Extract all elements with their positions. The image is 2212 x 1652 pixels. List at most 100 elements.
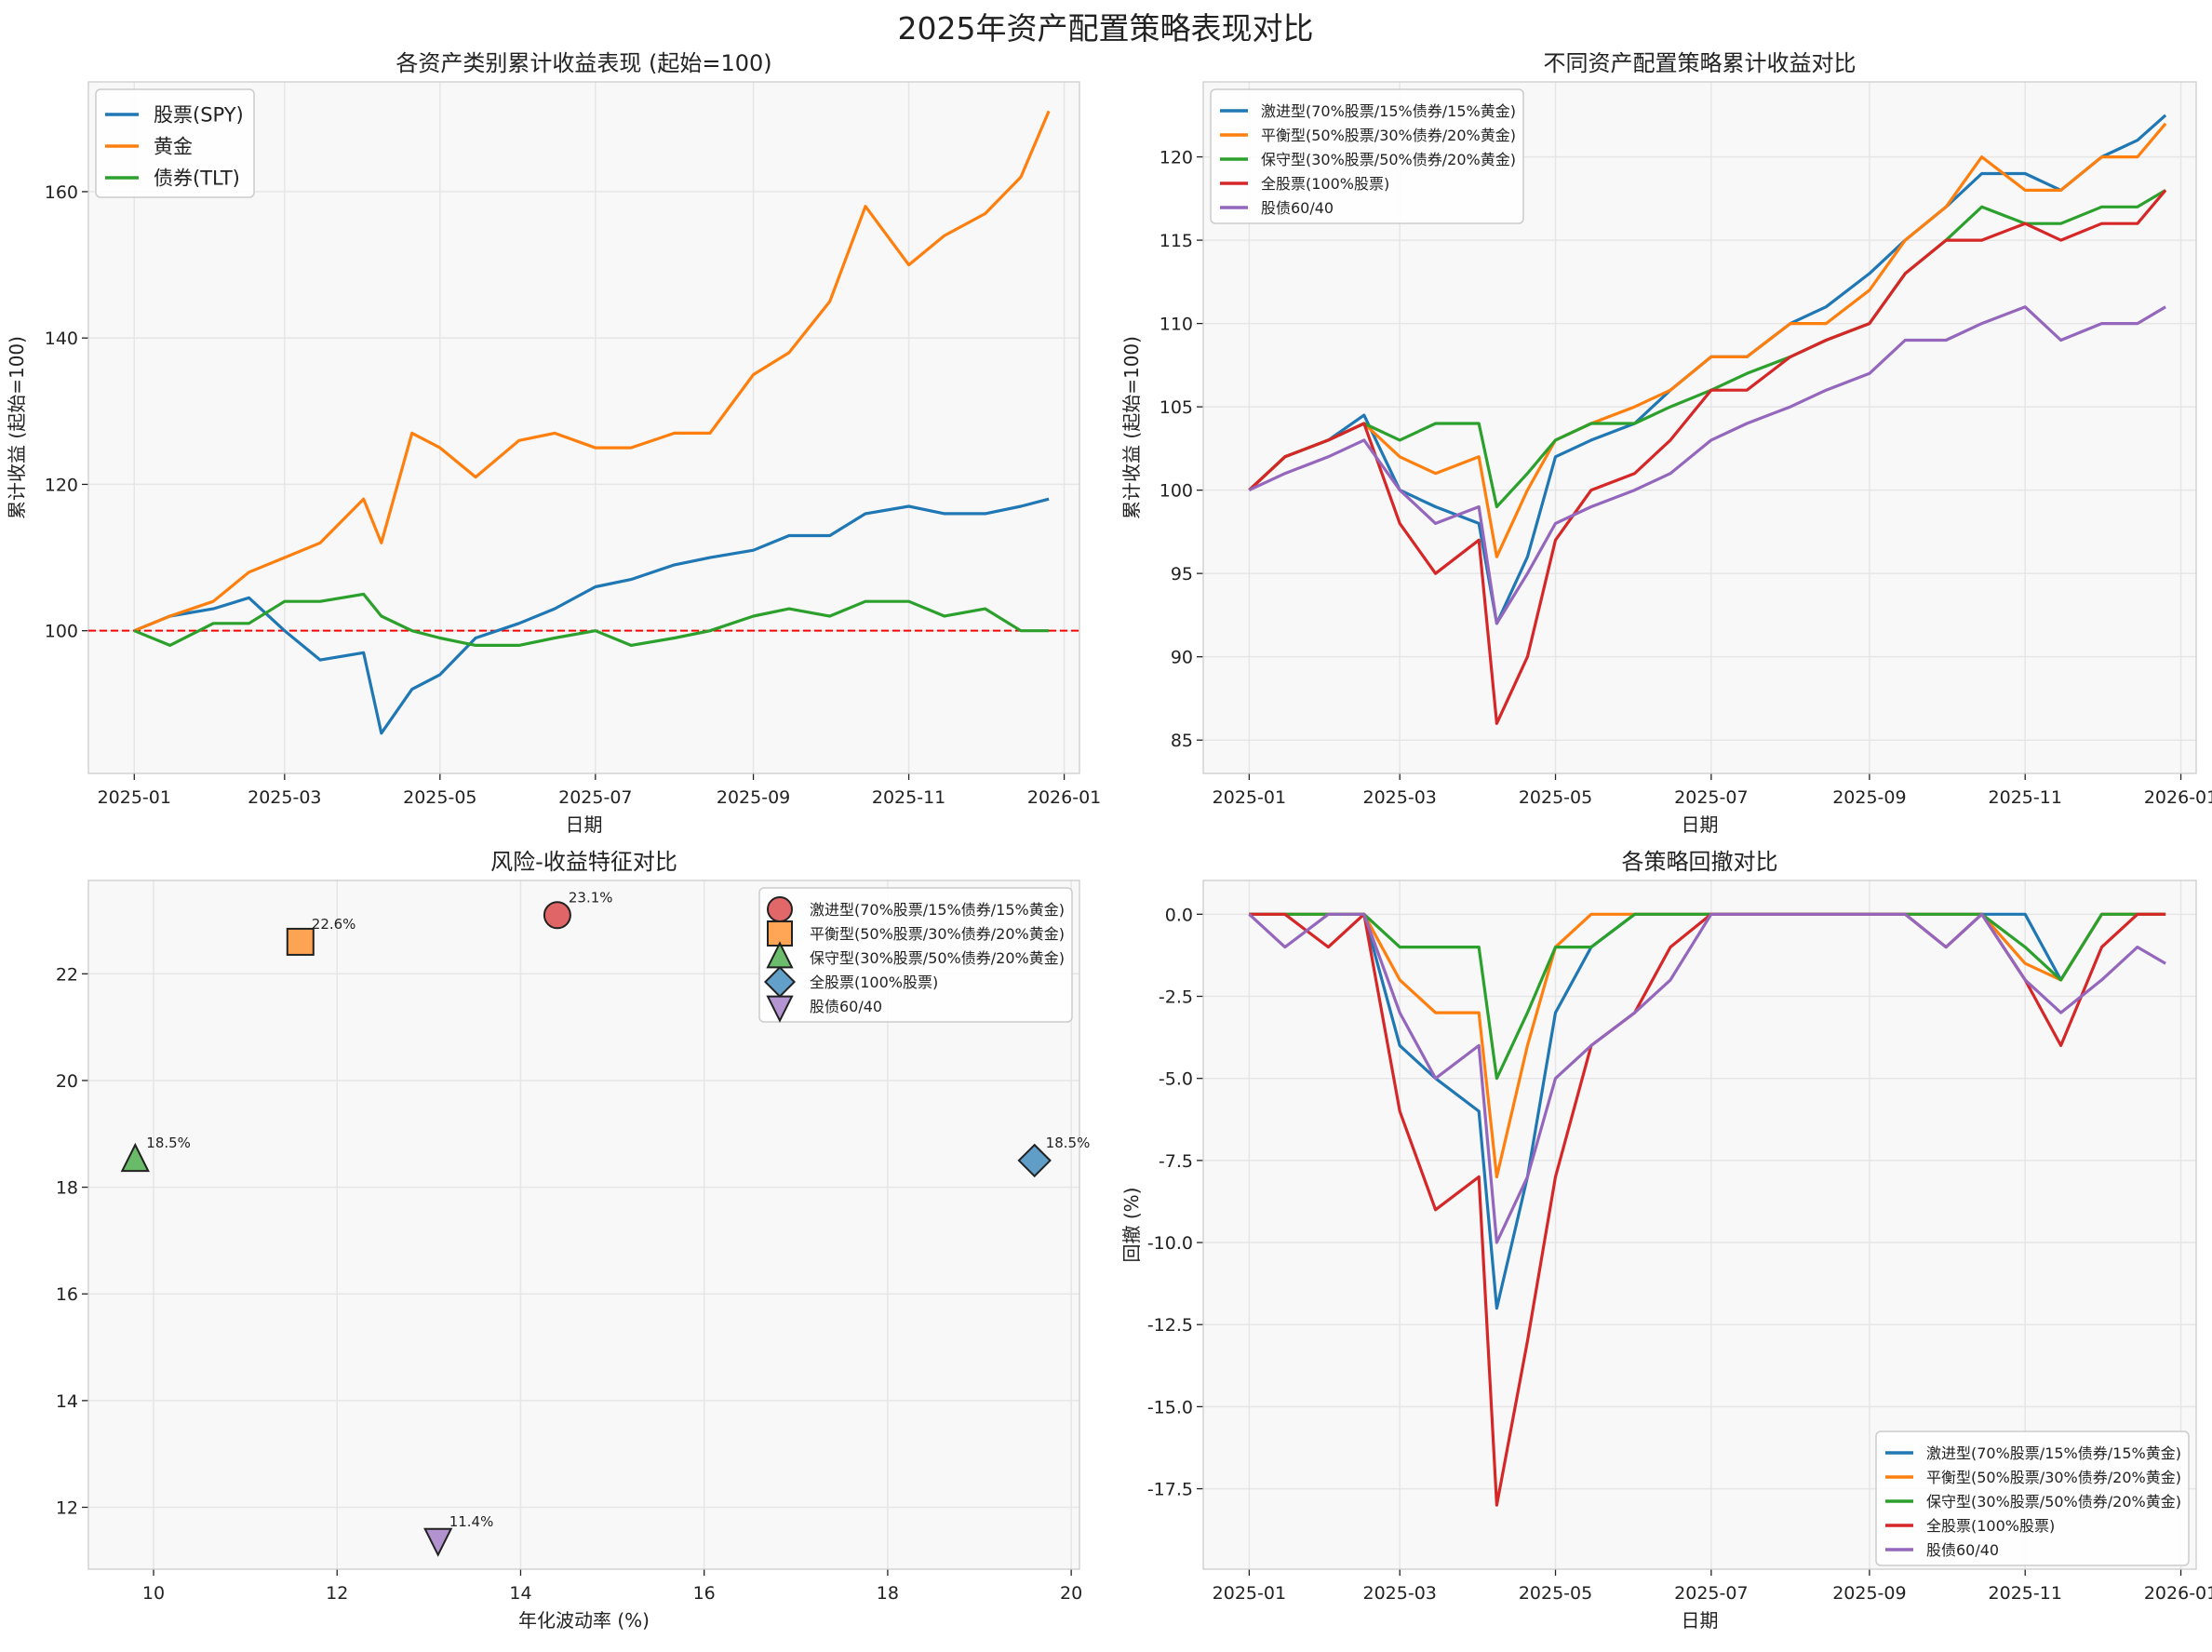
legend-entry: 全股票(100%股票) [810, 974, 938, 991]
x-tick-label: 14 [509, 1583, 531, 1604]
y-tick-label: -12.5 [1147, 1315, 1193, 1336]
y-tick-label: 22 [56, 964, 78, 985]
y-tick-label: -2.5 [1159, 987, 1193, 1008]
series-line [1248, 189, 2167, 725]
x-axis-label: 日期 [1682, 813, 1719, 836]
x-tick-label: 2025-03 [1363, 787, 1437, 808]
legend-entry: 保守型(30%股票/50%债券/20%黄金) [1926, 1493, 2181, 1511]
axes-frame [87, 880, 1080, 1570]
chart-drawdown: 2025-01 2025-03 2025-05 2025-07 2025-09 2025-… [1120, 849, 2212, 1632]
series-line [1248, 305, 2166, 625]
x-axis-label: 年化波动率 (%) [518, 1609, 650, 1632]
x-tick-label: 16 [693, 1583, 716, 1604]
legend-box [1210, 88, 1524, 224]
legend-entry: 激进型(70%股票/15%债券/15%黄金) [810, 901, 1065, 919]
x-tick-label: 2025-03 [1363, 1583, 1437, 1604]
axes-frame [1202, 81, 2197, 774]
legend-entry: 全股票(100%股票) [1261, 175, 1389, 193]
x-tick-label: 2025-03 [248, 787, 321, 808]
series-line [133, 592, 1050, 648]
y-tick-label: 12 [56, 1498, 78, 1519]
legend-entry: 平衡型(50%股票/30%债券/20%黄金) [810, 925, 1065, 943]
legend-entry: 股票(SPY) [154, 104, 244, 127]
y-axis-label: 累计收益 (起始=100) [1120, 336, 1143, 519]
y-tick-label: 160 [45, 182, 78, 203]
legend-box [758, 887, 1073, 1023]
legend-entry: 股债60/40 [1261, 199, 1334, 217]
series-line [1248, 122, 2167, 558]
y-tick-label: -15.0 [1147, 1397, 1193, 1417]
x-tick-label: 2025-11 [1989, 787, 2062, 808]
data-point [1017, 1143, 1052, 1178]
series-line [1248, 912, 2166, 1244]
x-tick-label: 18 [877, 1583, 899, 1604]
x-tick-label: 2025-07 [1674, 1583, 1748, 1604]
x-tick-label: 2025-11 [1989, 1583, 2062, 1604]
x-tick-label: 2025-07 [1674, 787, 1748, 808]
legend-box [95, 88, 255, 198]
legend: 激进型(70%股票/15%债券/15%黄金) 平衡型(50%股票/30%债券/20… [1210, 88, 1524, 224]
x-tick-label: 2025-01 [98, 787, 171, 808]
x-tick-label: 2025-09 [717, 787, 790, 808]
x-tick-label: 2025-01 [1213, 787, 1286, 808]
y-tick-label: 95 [1171, 564, 1193, 584]
series-line [133, 110, 1051, 633]
data-label: 18.5% [146, 1135, 191, 1151]
y-tick-label: 100 [1160, 481, 1193, 502]
series-line [133, 497, 1050, 735]
legend-entry: 保守型(30%股票/50%债券/20%黄金) [1261, 151, 1516, 168]
y-tick-label: 20 [56, 1071, 78, 1092]
y-tick-label: 16 [56, 1284, 78, 1305]
y-tick-label: 18 [56, 1178, 78, 1199]
legend-entry: 激进型(70%股票/15%债券/15%黄金) [1261, 102, 1516, 120]
chart-strategies: 2025-01 2025-03 2025-05 2025-07 2025-09 2025-… [1120, 50, 2212, 836]
legend-entry: 激进型(70%股票/15%债券/15%黄金) [1926, 1444, 2181, 1462]
x-axis-label: 日期 [566, 813, 603, 836]
y-tick-label: 0.0 [1165, 905, 1193, 925]
legend-entry: 平衡型(50%股票/30%债券/20%黄金) [1926, 1469, 2181, 1486]
series-line [1249, 912, 2166, 1081]
y-tick-label: 120 [45, 475, 78, 495]
plot-area [88, 82, 1079, 773]
y-tick-label: 120 [1160, 148, 1193, 168]
legend-entry: 股债60/40 [810, 998, 882, 1015]
x-tick-label: 2026-01 [2144, 1583, 2212, 1604]
legend-entry: 全股票(100%股票) [1926, 1517, 2055, 1535]
axes-frame [87, 81, 1080, 774]
y-tick-label: -17.5 [1147, 1480, 1193, 1500]
legend-entry: 债券(TLT) [154, 168, 240, 190]
series-line [1248, 189, 2166, 509]
y-tick-label: 105 [1160, 397, 1193, 418]
legend-marker [766, 995, 794, 1023]
x-tick-label: 2025-05 [1519, 1583, 1592, 1604]
x-tick-label: 2026-01 [2144, 787, 2212, 808]
chart-title: 不同资产配置策略累计收益对比 [1544, 50, 1857, 76]
x-tick-label: 2026-01 [1027, 787, 1101, 808]
data-point [120, 1142, 150, 1173]
legend: 激进型(70%股票/15%债券/15%黄金) 平衡型(50%股票/30%债券/20… [758, 887, 1073, 1023]
x-tick-label: 12 [326, 1583, 348, 1604]
chart-assets: 2025-01 2025-03 2025-05 2025-07 2025-09 2025-… [6, 50, 1101, 836]
y-tick-label: -5.0 [1159, 1069, 1193, 1090]
x-tick-label: 2025-01 [1213, 1583, 1286, 1604]
y-tick-label: 14 [56, 1391, 78, 1412]
legend-entry: 黄金 [154, 136, 193, 158]
y-axis-label: 回撤 (%) [1120, 1188, 1143, 1263]
y-tick-label: 110 [1160, 315, 1193, 335]
legend-entry: 股债60/40 [1926, 1541, 1999, 1559]
x-tick-label: 10 [142, 1583, 165, 1604]
x-tick-label: 2025-11 [872, 787, 945, 808]
data-label: 23.1% [569, 889, 613, 906]
data-point [423, 1527, 453, 1557]
legend: 激进型(70%股票/15%债券/15%黄金) 平衡型(50%股票/30%债券/20… [1875, 1430, 2190, 1566]
x-tick-label: 2025-05 [1519, 787, 1592, 808]
chart-title: 各策略回撤对比 [1622, 849, 1778, 875]
legend-marker [767, 896, 793, 922]
chart-title: 各资产类别累计收益表现 (起始=100) [395, 50, 771, 76]
data-label: 22.6% [312, 916, 356, 933]
y-tick-label: -7.5 [1159, 1151, 1193, 1172]
y-tick-label: 90 [1171, 648, 1193, 668]
